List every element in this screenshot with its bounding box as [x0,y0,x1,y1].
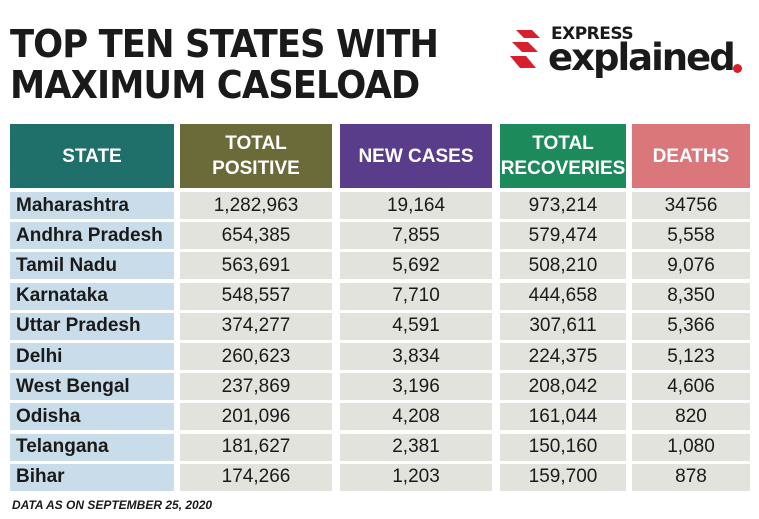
cell-state: Odisha [10,403,174,431]
cell-state: Karnataka [10,282,174,310]
cell-new-cases: 3,834 [340,343,492,370]
cell-deaths: 5,558 [632,222,750,250]
cell-total-positive: 201,096 [180,403,332,431]
cell-new-cases: 19,164 [340,192,492,219]
cell-total-recoveries: 150,160 [500,433,626,461]
cell-total-recoveries: 444,658 [500,282,626,310]
cell-total-positive: 260,623 [180,343,332,370]
header-total-recoveries: TOTAL RECOVERIES [500,124,626,188]
cell-total-positive: 563,691 [180,252,332,280]
cell-total-recoveries: 508,210 [500,252,626,280]
cell-state: Telangana [10,433,174,461]
cell-state: Bihar [10,463,174,491]
cell-new-cases: 5,692 [340,252,492,280]
cell-deaths: 4,606 [632,373,750,401]
cell-deaths: 1,080 [632,433,750,461]
cell-total-positive: 548,557 [180,282,332,310]
cell-new-cases: 4,591 [340,312,492,340]
cell-state: Maharashtra [10,192,174,219]
cell-total-recoveries: 973,214 [500,192,626,219]
cell-deaths: 878 [632,463,750,491]
cell-state: Uttar Pradesh [10,312,174,340]
header-deaths: DEATHS [632,124,750,188]
cell-total-positive: 1,282,963 [180,192,332,219]
cell-total-recoveries: 159,700 [500,463,626,491]
cell-deaths: 8,350 [632,282,750,310]
cell-deaths: 5,366 [632,312,750,340]
cell-total-recoveries: 307,611 [500,312,626,340]
cell-new-cases: 7,855 [340,222,492,250]
cell-new-cases: 1,203 [340,463,492,491]
header-total-positive: TOTAL POSITIVE [180,124,332,188]
cell-state: Andhra Pradesh [10,222,174,250]
logo-express-text: EXPRESS [551,24,634,44]
cell-total-positive: 174,266 [180,463,332,491]
express-logo-mark-icon [510,30,540,68]
cell-total-recoveries: 161,044 [500,403,626,431]
logo-red-dot [733,64,742,73]
cell-state: Delhi [10,343,174,370]
cell-total-positive: 654,385 [180,222,332,250]
express-explained-logo: EXPRESS explained [508,24,748,84]
cell-deaths: 9,076 [632,252,750,280]
cell-total-recoveries: 208,042 [500,373,626,401]
cell-deaths: 820 [632,403,750,431]
title-line-1: TOP TEN STATES WITH [10,22,439,66]
cell-state: Tamil Nadu [10,252,174,280]
logo-explained-text: explained [548,36,736,79]
cell-state: West Bengal [10,373,174,401]
cell-new-cases: 7,710 [340,282,492,310]
cell-total-recoveries: 579,474 [500,222,626,250]
title-line-2: MAXIMUM CASELOAD [10,63,420,107]
header-new-cases: NEW CASES [340,124,492,188]
cell-total-positive: 374,277 [180,312,332,340]
cell-total-positive: 237,869 [180,373,332,401]
header-state: STATE [10,124,174,188]
cell-new-cases: 4,208 [340,403,492,431]
cell-new-cases: 3,196 [340,373,492,401]
cell-deaths: 5,123 [632,343,750,370]
page-title: TOP TEN STATES WITH MAXIMUM CASELOAD [10,22,439,107]
footnote: DATA AS ON SEPTEMBER 25, 2020 [12,498,213,512]
cell-new-cases: 2,381 [340,433,492,461]
cell-total-recoveries: 224,375 [500,343,626,370]
cell-total-positive: 181,627 [180,433,332,461]
cell-deaths: 34756 [632,192,750,219]
